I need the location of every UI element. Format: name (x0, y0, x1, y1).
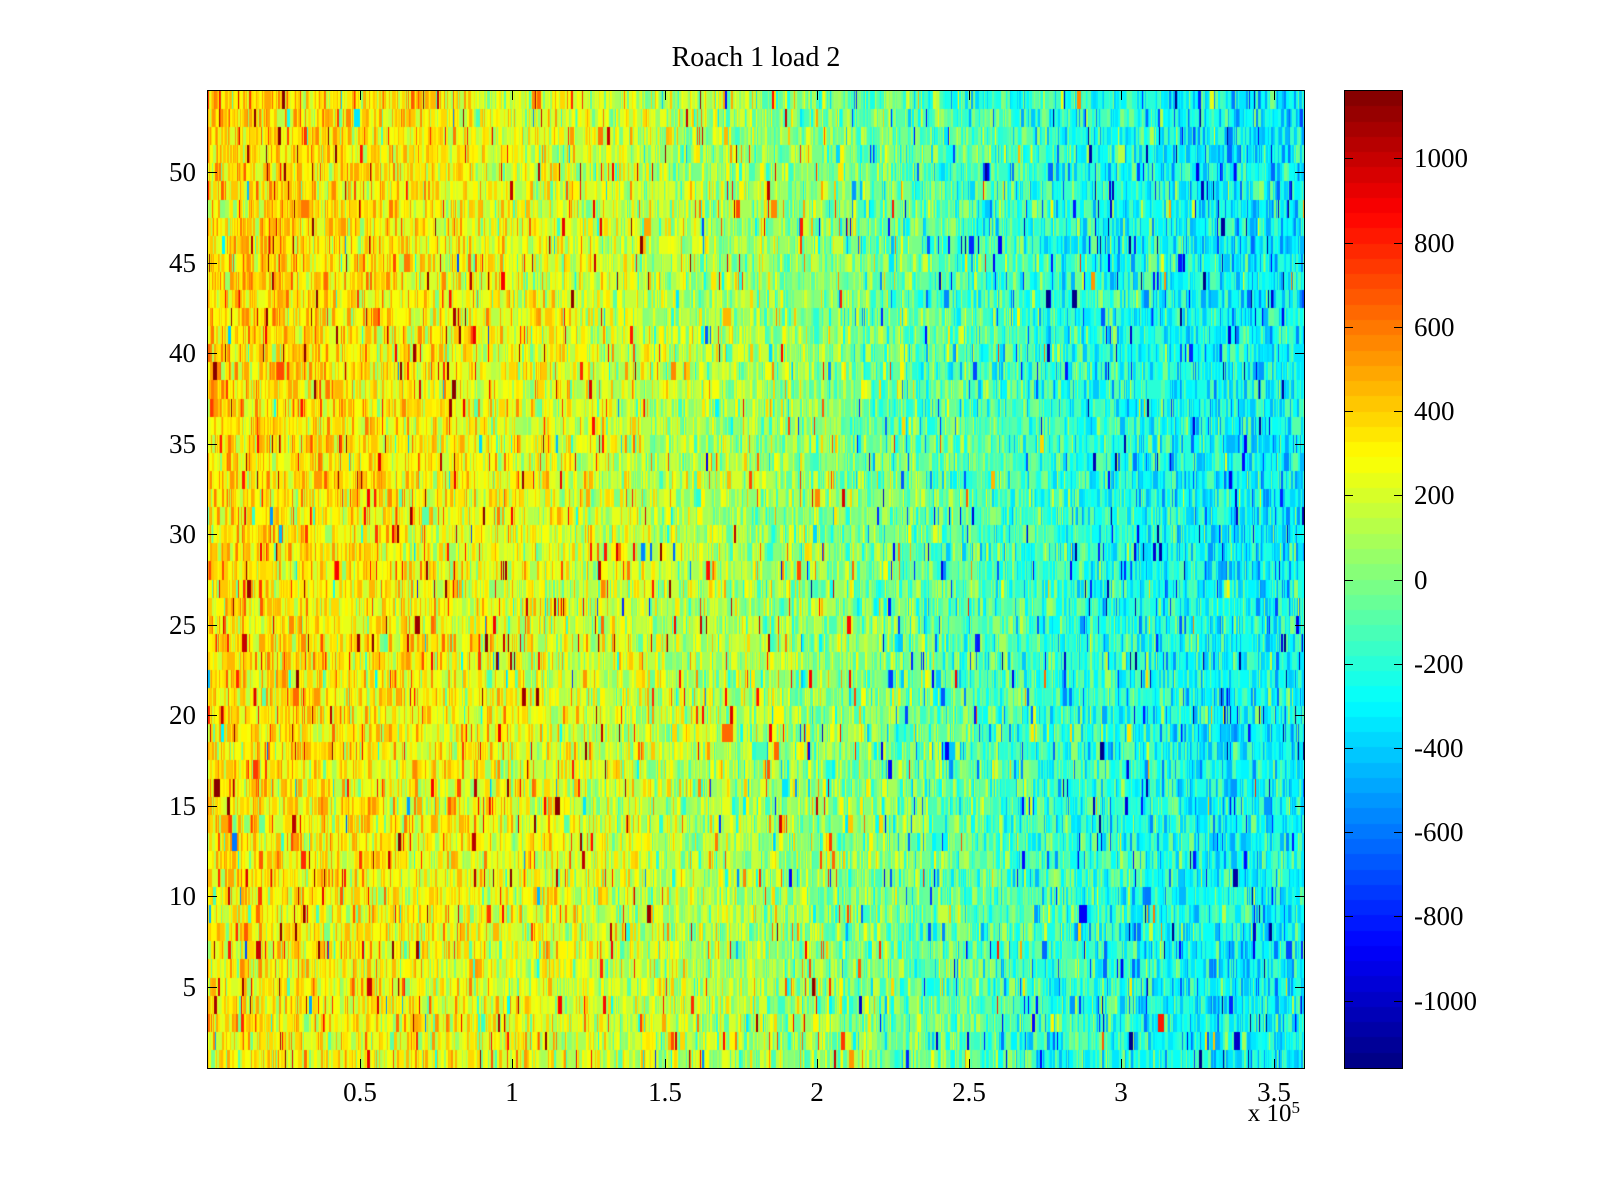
x-tick-label: 2.5 (952, 1077, 986, 1107)
x-axis-exponent-label: x 105 (1150, 1098, 1300, 1128)
colorbar-tick (1345, 411, 1353, 412)
colorbar-tick-right (1394, 1001, 1402, 1002)
colorbar-tick-right (1394, 664, 1402, 665)
colorbar-tick (1345, 158, 1353, 159)
colorbar-canvas (1345, 91, 1402, 1068)
colorbar-tick-label: 200 (1414, 480, 1455, 510)
colorbar-tick-label: -800 (1414, 901, 1464, 931)
x-tick-top (665, 91, 666, 100)
colorbar-tick-label: 800 (1414, 228, 1455, 258)
x-axis-exponent-power: 5 (1291, 1098, 1301, 1117)
y-tick-right (1295, 444, 1304, 445)
y-tick-right (1295, 353, 1304, 354)
x-tick-top (1121, 91, 1122, 100)
y-tick-label: 30 (169, 519, 196, 549)
x-tick-top (1274, 91, 1275, 100)
y-tick-label: 15 (169, 791, 196, 821)
y-tick-right (1295, 896, 1304, 897)
y-tick (208, 987, 217, 988)
colorbar-tick-label: 0 (1414, 565, 1428, 595)
colorbar-tick (1345, 832, 1353, 833)
x-axis-exponent-base: x 10 (1247, 1100, 1292, 1127)
colorbar-tick-label: -400 (1414, 733, 1464, 763)
y-tick-label: 35 (169, 429, 196, 459)
y-tick-right (1295, 263, 1304, 264)
colorbar-tick (1345, 748, 1353, 749)
x-tick (1121, 1059, 1122, 1068)
colorbar-tick-right (1394, 495, 1402, 496)
colorbar-tick-label: 400 (1414, 396, 1455, 426)
y-tick (208, 263, 217, 264)
colorbar-tick (1345, 1001, 1353, 1002)
colorbar-tick-label: -1000 (1414, 986, 1477, 1016)
colorbar-tick (1345, 327, 1353, 328)
y-tick (208, 172, 217, 173)
colorbar-tick (1345, 580, 1353, 581)
colorbar-tick-label: 1000 (1414, 143, 1468, 173)
colorbar-tick (1345, 243, 1353, 244)
x-tick-label: 0.5 (343, 1077, 377, 1107)
x-tick-label: 3.5 (1257, 1077, 1291, 1107)
colorbar-tick-right (1394, 158, 1402, 159)
plot-area (207, 90, 1305, 1069)
colorbar-tick-right (1394, 327, 1402, 328)
y-tick-right (1295, 806, 1304, 807)
x-tick-top (360, 91, 361, 100)
x-tick-label: 1.5 (648, 1077, 682, 1107)
y-tick-label: 20 (169, 700, 196, 730)
y-tick (208, 444, 217, 445)
colorbar-tick-label: -600 (1414, 817, 1464, 847)
x-tick (360, 1059, 361, 1068)
y-tick-label: 40 (169, 338, 196, 368)
y-tick (208, 353, 217, 354)
x-tick (969, 1059, 970, 1068)
y-tick-label: 10 (169, 881, 196, 911)
y-tick-label: 50 (169, 157, 196, 187)
x-tick (1274, 1059, 1275, 1068)
colorbar-tick (1345, 495, 1353, 496)
x-tick-top (969, 91, 970, 100)
y-tick (208, 534, 217, 535)
y-tick (208, 806, 217, 807)
colorbar-tick-label: 600 (1414, 312, 1455, 342)
y-tick-right (1295, 715, 1304, 716)
y-tick-label: 25 (169, 610, 196, 640)
colorbar-tick-right (1394, 832, 1402, 833)
x-tick (512, 1059, 513, 1068)
colorbar-tick-right (1394, 916, 1402, 917)
y-tick (208, 715, 217, 716)
plot-title: Roach 1 load 2 (671, 42, 841, 73)
y-tick-label: 45 (169, 248, 196, 278)
y-tick (208, 896, 217, 897)
colorbar-tick-label: -200 (1414, 649, 1464, 679)
colorbar-tick-right (1394, 748, 1402, 749)
y-tick-label: 5 (182, 972, 197, 1002)
colorbar-tick-right (1394, 411, 1402, 412)
y-tick (208, 625, 217, 626)
x-tick-top (512, 91, 513, 100)
colorbar-tick (1345, 664, 1353, 665)
x-tick (665, 1059, 666, 1068)
x-tick-label: 2 (810, 1077, 824, 1107)
x-tick (817, 1059, 818, 1068)
x-tick-label: 3 (1114, 1077, 1128, 1107)
y-tick-right (1295, 534, 1304, 535)
heatmap-canvas (208, 91, 1304, 1068)
x-tick-top (817, 91, 818, 100)
x-tick-label: 1 (505, 1077, 519, 1107)
colorbar-tick-right (1394, 243, 1402, 244)
colorbar-tick (1345, 916, 1353, 917)
colorbar-tick-right (1394, 580, 1402, 581)
colorbar (1344, 90, 1403, 1069)
y-tick-right (1295, 172, 1304, 173)
y-tick-right (1295, 987, 1304, 988)
y-tick-right (1295, 625, 1304, 626)
